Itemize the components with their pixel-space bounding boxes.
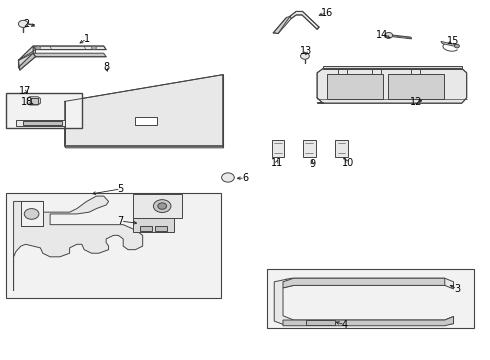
Text: 4: 4 bbox=[342, 320, 348, 330]
Circle shape bbox=[92, 46, 97, 50]
Text: 11: 11 bbox=[270, 158, 283, 168]
Polygon shape bbox=[65, 75, 223, 146]
Bar bbox=[327, 73, 383, 99]
Text: 1: 1 bbox=[84, 34, 90, 44]
Text: 6: 6 bbox=[242, 173, 248, 183]
Text: 9: 9 bbox=[309, 159, 315, 169]
Polygon shape bbox=[389, 35, 412, 39]
Bar bbox=[372, 68, 381, 73]
Polygon shape bbox=[272, 140, 285, 157]
Circle shape bbox=[24, 208, 39, 219]
Bar bbox=[6, 193, 220, 298]
Polygon shape bbox=[14, 196, 143, 291]
Polygon shape bbox=[27, 97, 40, 105]
Bar bbox=[155, 226, 167, 231]
Bar bbox=[21, 202, 43, 226]
Bar bbox=[411, 68, 420, 73]
Polygon shape bbox=[283, 316, 454, 326]
Bar bbox=[133, 218, 174, 232]
Bar bbox=[135, 117, 157, 125]
Polygon shape bbox=[19, 53, 35, 70]
Polygon shape bbox=[306, 320, 335, 325]
Polygon shape bbox=[323, 66, 462, 68]
Text: 5: 5 bbox=[118, 184, 124, 194]
Bar bbox=[267, 269, 474, 328]
Polygon shape bbox=[303, 140, 316, 157]
Polygon shape bbox=[317, 102, 323, 103]
Circle shape bbox=[455, 44, 460, 48]
Text: 8: 8 bbox=[103, 63, 109, 72]
Bar bbox=[140, 226, 152, 231]
Bar bbox=[6, 93, 82, 128]
Text: 7: 7 bbox=[118, 216, 124, 226]
Circle shape bbox=[35, 46, 40, 50]
Text: 14: 14 bbox=[376, 30, 389, 40]
Bar bbox=[388, 73, 444, 99]
Polygon shape bbox=[335, 140, 348, 157]
Circle shape bbox=[19, 20, 28, 27]
Bar bbox=[133, 194, 182, 217]
Text: 3: 3 bbox=[454, 284, 460, 294]
Polygon shape bbox=[65, 146, 223, 148]
Bar bbox=[338, 68, 347, 73]
Polygon shape bbox=[33, 46, 35, 57]
Text: 2: 2 bbox=[24, 18, 30, 28]
Circle shape bbox=[385, 32, 392, 38]
Bar bbox=[30, 98, 38, 104]
Text: 10: 10 bbox=[342, 158, 354, 168]
Text: 16: 16 bbox=[321, 8, 333, 18]
Polygon shape bbox=[273, 17, 291, 33]
Text: 15: 15 bbox=[447, 36, 460, 46]
Text: 12: 12 bbox=[410, 97, 423, 107]
Text: 18: 18 bbox=[21, 97, 33, 107]
Polygon shape bbox=[19, 46, 33, 67]
Polygon shape bbox=[283, 278, 445, 288]
Polygon shape bbox=[441, 41, 459, 47]
Bar bbox=[24, 121, 62, 125]
Circle shape bbox=[300, 53, 309, 59]
Polygon shape bbox=[33, 46, 106, 50]
Polygon shape bbox=[16, 120, 65, 126]
Circle shape bbox=[153, 200, 171, 212]
Polygon shape bbox=[21, 202, 43, 226]
Polygon shape bbox=[317, 68, 466, 103]
Polygon shape bbox=[33, 53, 106, 57]
Circle shape bbox=[158, 203, 167, 209]
Polygon shape bbox=[290, 12, 319, 29]
Circle shape bbox=[221, 173, 234, 182]
Text: 13: 13 bbox=[300, 46, 312, 56]
Text: 17: 17 bbox=[19, 86, 31, 96]
Polygon shape bbox=[274, 278, 454, 325]
